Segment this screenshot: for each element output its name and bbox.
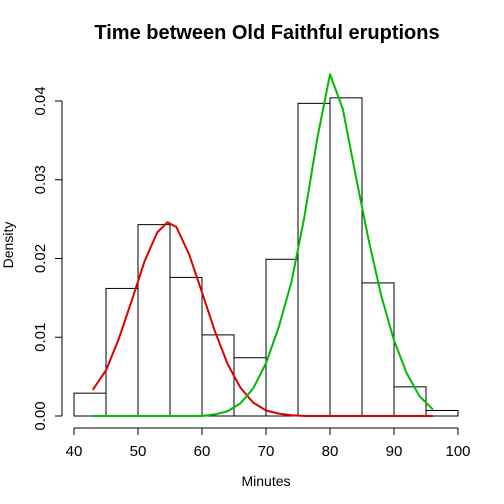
x-tick-label: 70 (258, 443, 275, 460)
histogram-bar (265, 258, 299, 417)
histogram-bar (105, 287, 139, 417)
x-tick-label: 80 (322, 443, 339, 460)
histogram-bar (393, 386, 427, 417)
y-axis: 0.00 0.01 0.02 0.03 0.04 (32, 86, 63, 431)
density-curve-red (92, 221, 434, 417)
y-tick-label: 0.00 (32, 401, 49, 430)
y-tick-label: 0.03 (32, 165, 49, 194)
chart-title: Time between Old Faithful eruptions (94, 22, 439, 44)
histogram-bar (425, 409, 459, 417)
histogram-bar (169, 276, 203, 417)
histogram-bar (361, 282, 395, 417)
x-tick-label: 90 (386, 443, 403, 460)
histogram-bar (137, 224, 171, 417)
histogram-bars (73, 97, 459, 417)
y-tick-label: 0.01 (32, 323, 49, 352)
x-tick-label: 40 (66, 443, 83, 460)
y-axis-label: Density (0, 222, 16, 269)
histogram-bar (329, 97, 363, 417)
density-curve-green (92, 73, 434, 417)
histogram-bar (73, 392, 107, 417)
x-tick-label: 100 (445, 443, 470, 460)
x-tick-label: 60 (194, 443, 211, 460)
y-tick-label: 0.04 (32, 86, 49, 115)
x-tick-label: 50 (130, 443, 147, 460)
density-curves (92, 73, 434, 417)
y-tick-label: 0.02 (32, 244, 49, 273)
x-axis-label: Minutes (241, 473, 290, 489)
histogram-bar (297, 102, 331, 417)
x-axis: 40 50 60 70 80 90 100 (66, 427, 471, 460)
histogram-bar (201, 334, 235, 417)
